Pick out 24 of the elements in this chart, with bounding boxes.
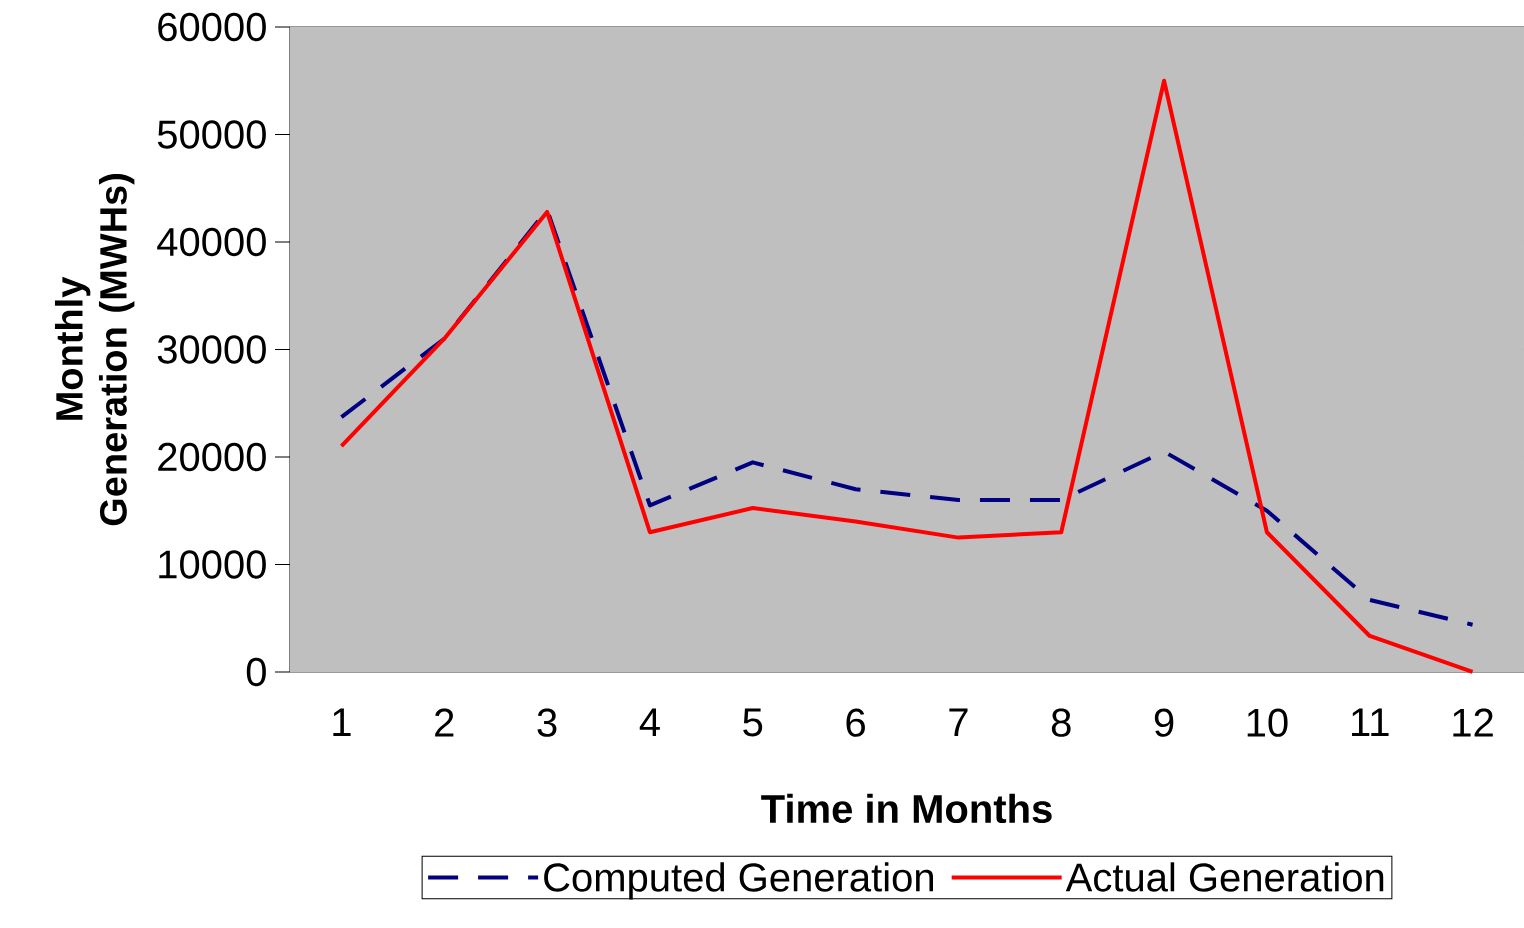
x-tick-label: 3 <box>537 708 557 737</box>
y-tick-label: 50000 <box>157 120 266 149</box>
line-series <box>339 78 1475 674</box>
y-tick-label: 60000 <box>158 12 266 42</box>
x-tick-label: 2 <box>435 708 454 737</box>
x-tick-label: 8 <box>1051 708 1071 737</box>
x-axis-title: Time in Months <box>761 793 1052 824</box>
y-tick-label: 40000 <box>157 227 266 257</box>
legend-label: Actual Generation <box>1065 862 1384 892</box>
y-tick-label: 30000 <box>157 335 266 364</box>
y-tick-label: 0 <box>246 657 266 687</box>
y-tick-label: 10000 <box>159 550 266 579</box>
x-tick-label: 5 <box>743 708 763 737</box>
y-axis-title: Monthly Generation (MWHs) <box>54 174 135 526</box>
x-tick-label: 6 <box>846 708 865 737</box>
x-tick-label: 11 <box>1352 708 1389 737</box>
x-tick-label: 10 <box>1247 708 1288 737</box>
x-tick-label: 7 <box>949 708 968 737</box>
x-tick-label: 12 <box>1453 708 1493 737</box>
x-tick-label: 1 <box>333 708 351 737</box>
y-tick-label: 20000 <box>158 442 266 472</box>
x-tick-label: 9 <box>1154 708 1174 737</box>
legend-label: Computed Generation <box>544 862 933 900</box>
x-tick-label: 4 <box>639 708 660 737</box>
